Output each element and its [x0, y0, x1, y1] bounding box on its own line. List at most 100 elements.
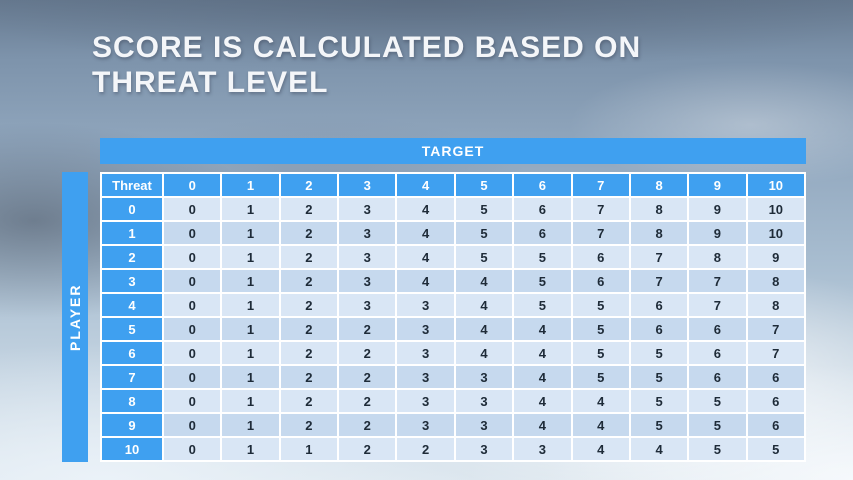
score-cell: 3 [453, 388, 515, 414]
score-cell: 3 [395, 388, 456, 414]
score-cell: 2 [278, 364, 340, 390]
page-title: SCORE IS CALCULATED BASED ON THREAT LEVE… [92, 30, 752, 101]
score-cell: 4 [453, 292, 515, 318]
column-header: 9 [687, 172, 748, 198]
row-header: 2 [100, 244, 164, 270]
score-cell: 2 [337, 340, 398, 366]
score-cell: 5 [570, 340, 631, 366]
score-cell: 0 [161, 220, 223, 246]
row-header: 0 [100, 196, 164, 222]
score-cell: 3 [337, 196, 398, 222]
score-cell: 4 [395, 244, 456, 270]
score-cell: 6 [628, 292, 690, 318]
row-header: 10 [100, 436, 164, 462]
column-header: 10 [745, 172, 807, 198]
score-cell: 6 [745, 412, 807, 438]
score-cell: 7 [628, 244, 690, 270]
score-cell: 5 [453, 244, 515, 270]
score-cell: 6 [687, 316, 748, 342]
score-cell: 4 [570, 436, 631, 462]
score-cell: 3 [453, 412, 515, 438]
score-cell: 8 [745, 292, 807, 318]
score-cell: 5 [453, 220, 515, 246]
score-cell: 5 [512, 244, 573, 270]
score-cell: 2 [278, 244, 340, 270]
title-line-1: SCORE IS CALCULATED BASED ON [92, 31, 642, 64]
player-axis-header: PLAYER [62, 172, 88, 462]
row-header: 8 [100, 388, 164, 414]
score-cell: 1 [220, 196, 281, 222]
score-cell: 0 [161, 316, 223, 342]
score-cell: 5 [570, 316, 631, 342]
column-header: 7 [570, 172, 631, 198]
score-cell: 5 [453, 196, 515, 222]
score-cell: 9 [687, 196, 748, 222]
score-cell: 2 [395, 436, 456, 462]
row-header: 1 [100, 220, 164, 246]
score-cell: 5 [570, 364, 631, 390]
score-cell: 7 [687, 268, 748, 294]
score-cell: 8 [687, 244, 748, 270]
corner-cell-threat: Threat [100, 172, 164, 198]
score-cell: 5 [745, 436, 807, 462]
score-cell: 2 [278, 340, 340, 366]
score-cell: 2 [278, 196, 340, 222]
score-table: Threat 0 1 2 3 4 5 6 7 8 9 10 0 0 1 2 3 4 5 6 7 8 9 10 1 0 1 2 3 4 5 6… [100, 172, 807, 462]
score-cell: 3 [395, 292, 456, 318]
score-cell: 1 [220, 244, 281, 270]
table-row: 0 0 1 2 3 4 5 6 7 8 9 10 [100, 196, 807, 222]
score-cell: 1 [220, 412, 281, 438]
score-cell: 7 [745, 316, 807, 342]
score-cell: 0 [161, 340, 223, 366]
score-cell: 6 [745, 364, 807, 390]
column-header: 0 [161, 172, 223, 198]
score-cell: 5 [687, 388, 748, 414]
score-cell: 2 [278, 316, 340, 342]
score-cell: 3 [337, 268, 398, 294]
column-header: 5 [453, 172, 515, 198]
score-cell: 5 [628, 412, 690, 438]
score-cell: 1 [220, 316, 281, 342]
score-cell: 1 [220, 268, 281, 294]
target-axis-header: TARGET [100, 138, 806, 164]
score-cell: 0 [161, 244, 223, 270]
score-cell: 0 [161, 268, 223, 294]
score-cell: 4 [512, 340, 573, 366]
player-axis-label: PLAYER [67, 283, 83, 351]
row-header: 4 [100, 292, 164, 318]
column-header: 6 [512, 172, 573, 198]
score-cell: 2 [337, 436, 398, 462]
score-cell: 1 [220, 220, 281, 246]
row-header: 6 [100, 340, 164, 366]
column-header: 8 [628, 172, 690, 198]
score-cell: 6 [512, 196, 573, 222]
score-cell: 0 [161, 196, 223, 222]
score-cell: 6 [687, 364, 748, 390]
table-row: 10 0 1 1 2 2 3 3 4 4 5 5 [100, 436, 807, 462]
score-cell: 4 [512, 364, 573, 390]
score-cell: 0 [161, 412, 223, 438]
score-cell: 2 [278, 388, 340, 414]
score-cell: 5 [512, 268, 573, 294]
score-cell: 1 [220, 436, 281, 462]
score-cell: 1 [220, 364, 281, 390]
table-header-row: Threat 0 1 2 3 4 5 6 7 8 9 10 [100, 172, 807, 198]
score-cell: 4 [512, 316, 573, 342]
score-cell: 8 [628, 220, 690, 246]
score-cell: 5 [628, 340, 690, 366]
score-cell: 4 [453, 340, 515, 366]
score-cell: 3 [395, 364, 456, 390]
score-cell: 7 [570, 196, 631, 222]
score-cell: 4 [570, 412, 631, 438]
score-cell: 1 [278, 436, 340, 462]
column-header: 3 [337, 172, 398, 198]
score-cell: 3 [453, 364, 515, 390]
score-cell: 0 [161, 292, 223, 318]
score-cell: 4 [395, 268, 456, 294]
